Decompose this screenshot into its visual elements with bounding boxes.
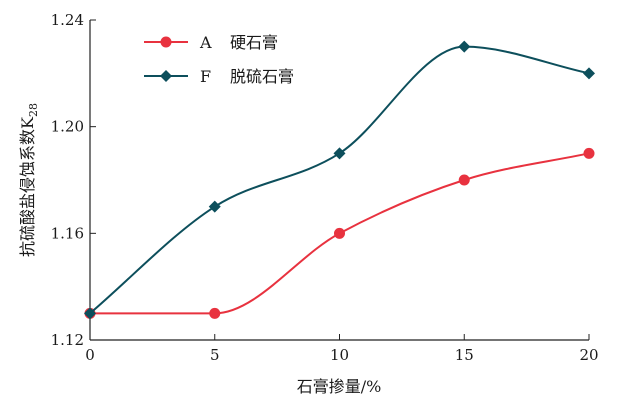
x-tick-label: 10 xyxy=(330,346,349,364)
series-f-point xyxy=(333,147,346,160)
series-layer xyxy=(84,40,595,320)
x-tick-label: 20 xyxy=(579,346,598,364)
y-tick-label: 1.12 xyxy=(51,331,84,349)
series-f-point xyxy=(458,40,471,53)
legend-f-name: 脱硫石膏 xyxy=(230,67,294,86)
series-f-point xyxy=(84,307,96,320)
x-tick-label: 5 xyxy=(210,346,220,364)
legend-a-marker xyxy=(160,36,172,48)
legend-f-code: F xyxy=(200,67,211,86)
y-tick-label: 1.20 xyxy=(51,118,84,136)
legend-a-name: 硬石膏 xyxy=(230,33,278,52)
axes: 0 5 10 15 20 1.12 1.16 1.20 1.24 xyxy=(51,11,599,364)
series-a-point xyxy=(209,307,221,319)
y-tick-label: 1.16 xyxy=(51,224,84,242)
y-axis-label-subscript: 28 xyxy=(27,103,40,117)
series-a-point xyxy=(458,174,470,186)
legend: A 硬石膏 F 脱硫石膏 xyxy=(144,33,294,86)
y-axis-label-main: 抗硫酸盐侵蚀系数K xyxy=(18,116,37,257)
x-axis-label: 石膏掺量/% xyxy=(297,377,382,396)
series-f-point xyxy=(583,67,595,80)
series-f-line xyxy=(89,45,590,315)
legend-f-marker xyxy=(160,70,172,82)
series-f-point xyxy=(208,200,221,213)
series-a-point xyxy=(334,227,345,239)
x-tick-label: 15 xyxy=(455,346,474,364)
y-tick-label: 1.24 xyxy=(51,11,84,29)
series-a-point xyxy=(583,147,595,159)
y-axis-label: 抗硫酸盐侵蚀系数K28 xyxy=(18,103,40,257)
x-tick-label: 0 xyxy=(85,346,95,364)
legend-a-code: A xyxy=(199,33,212,52)
